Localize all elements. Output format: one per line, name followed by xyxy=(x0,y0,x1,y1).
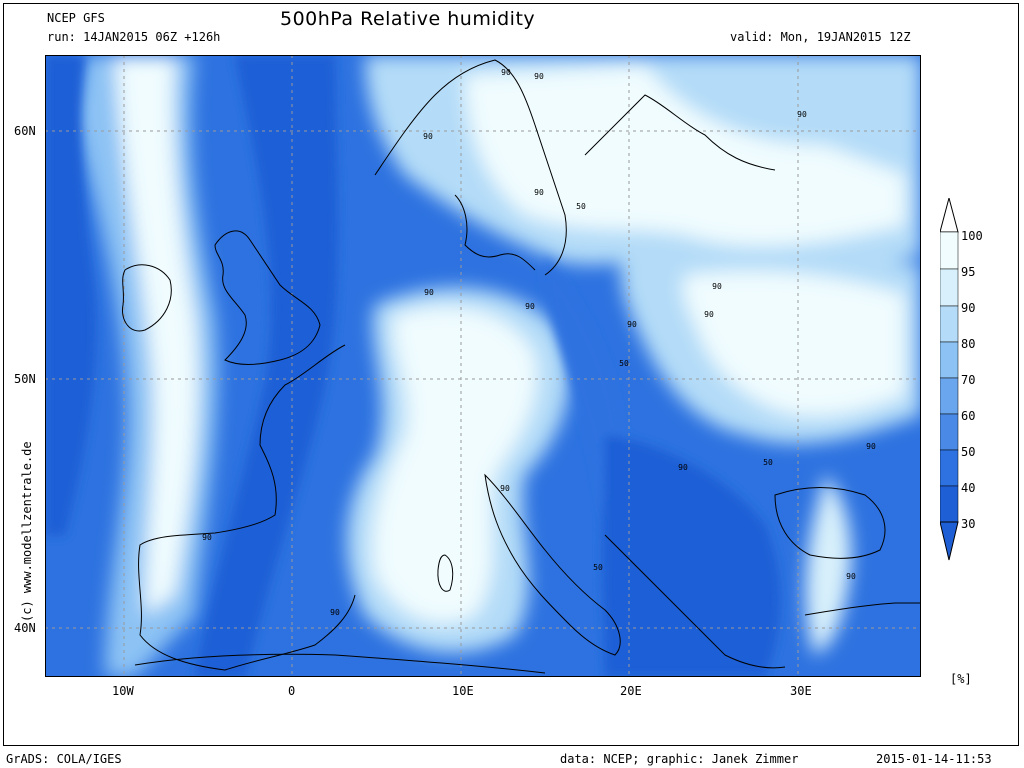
colorbar: 100 95 90 80 70 60 50 40 30 xyxy=(940,198,983,561)
contour-label: 90 xyxy=(330,608,340,617)
contour-label: 90 xyxy=(423,132,433,141)
plot-frame xyxy=(3,3,1019,746)
contour-label: 90 xyxy=(424,288,434,297)
contour-label: 90 xyxy=(525,302,535,311)
colorbar-label: 60 xyxy=(961,409,975,423)
region-iberia-dry-band xyxy=(195,55,338,677)
region-central-europe-core xyxy=(372,307,537,623)
contour-label: 90 xyxy=(627,320,637,329)
colorbar-label: 70 xyxy=(961,373,975,387)
map-border xyxy=(45,55,921,677)
footer-software: GrADS: COLA/IGES xyxy=(6,752,122,766)
colorbar-label: 95 xyxy=(961,265,975,279)
colorbar-label: 30 xyxy=(961,517,975,531)
humidity-map: 90 90 90 90 50 90 90 90 50 90 90 50 90 9… xyxy=(45,55,921,677)
lat-label-60n: 60N xyxy=(14,124,36,138)
contour-labels: 90 90 90 90 50 90 90 90 50 90 90 50 90 9… xyxy=(202,68,876,617)
contour-label: 50 xyxy=(763,458,773,467)
map-title: 500hPa Relative humidity xyxy=(280,8,536,30)
contour-label: 90 xyxy=(797,110,807,119)
credit-text: (c) www.modellzentrale.de xyxy=(20,441,34,622)
lon-label-0: 0 xyxy=(288,684,296,698)
contour-label: 90 xyxy=(712,282,722,291)
colorbar-box-70-80 xyxy=(940,341,959,379)
contour-label: 90 xyxy=(202,533,212,542)
colorbar-label: 100 xyxy=(961,229,983,243)
lat-label-50n: 50N xyxy=(14,372,36,386)
footer-data-source: data: NCEP; graphic: Janek Zimmer xyxy=(560,752,799,766)
graticule xyxy=(45,55,921,677)
contour-label: 90 xyxy=(534,72,544,81)
valid-time: valid: Mon, 19JAN2015 12Z xyxy=(730,30,911,44)
contour-label: 90 xyxy=(704,310,714,319)
colorbar-box-40-50 xyxy=(940,449,959,487)
region-west-atlantic-core xyxy=(115,55,199,615)
model-name: NCEP GFS xyxy=(47,11,105,25)
lon-label-10e: 10E xyxy=(452,684,474,698)
lon-label-30e: 30E xyxy=(790,684,812,698)
contour-label: 90 xyxy=(678,463,688,472)
contour-label: 50 xyxy=(619,359,629,368)
region-scandinavia-core xyxy=(465,65,905,246)
region-north-atlantic-dry xyxy=(45,55,96,535)
colorbar-box-90-95 xyxy=(940,268,959,307)
colorbar-box-80-90 xyxy=(940,305,959,343)
lat-label-40n: 40N xyxy=(14,621,36,635)
unit-label: [%] xyxy=(950,672,972,686)
run-info: run: 14JAN2015 06Z +126h xyxy=(47,30,221,44)
colorbar-label: 50 xyxy=(961,445,975,459)
colorbar-bottom-arrow xyxy=(940,521,959,561)
contour-label: 90 xyxy=(501,68,511,77)
colorbar-box-30-40 xyxy=(940,485,959,523)
colorbar-label: 90 xyxy=(961,301,975,315)
colorbar-box-95-100 xyxy=(940,231,959,270)
region-black-sea-moist xyxy=(805,475,852,655)
colorbar-box-50-60 xyxy=(940,413,959,451)
contour-label: 50 xyxy=(593,563,603,572)
coastlines xyxy=(121,59,921,674)
colorbar-label: 40 xyxy=(961,481,975,495)
colorbar-box-60-70 xyxy=(940,377,959,415)
region-eastern-europe-core xyxy=(683,271,905,416)
contour-label: 50 xyxy=(576,202,586,211)
contour-label: 90 xyxy=(846,572,856,581)
colorbar-label: 80 xyxy=(961,337,975,351)
colorbar-top-arrow xyxy=(940,198,959,233)
contour-label: 90 xyxy=(500,484,510,493)
contour-label: 90 xyxy=(534,188,544,197)
contour-label: 90 xyxy=(866,442,876,451)
footer-timestamp: 2015-01-14-11:53 xyxy=(876,752,992,766)
lon-label-10w: 10W xyxy=(112,684,134,698)
region-balkans-dry xyxy=(602,435,780,677)
lon-label-20e: 20E xyxy=(620,684,642,698)
